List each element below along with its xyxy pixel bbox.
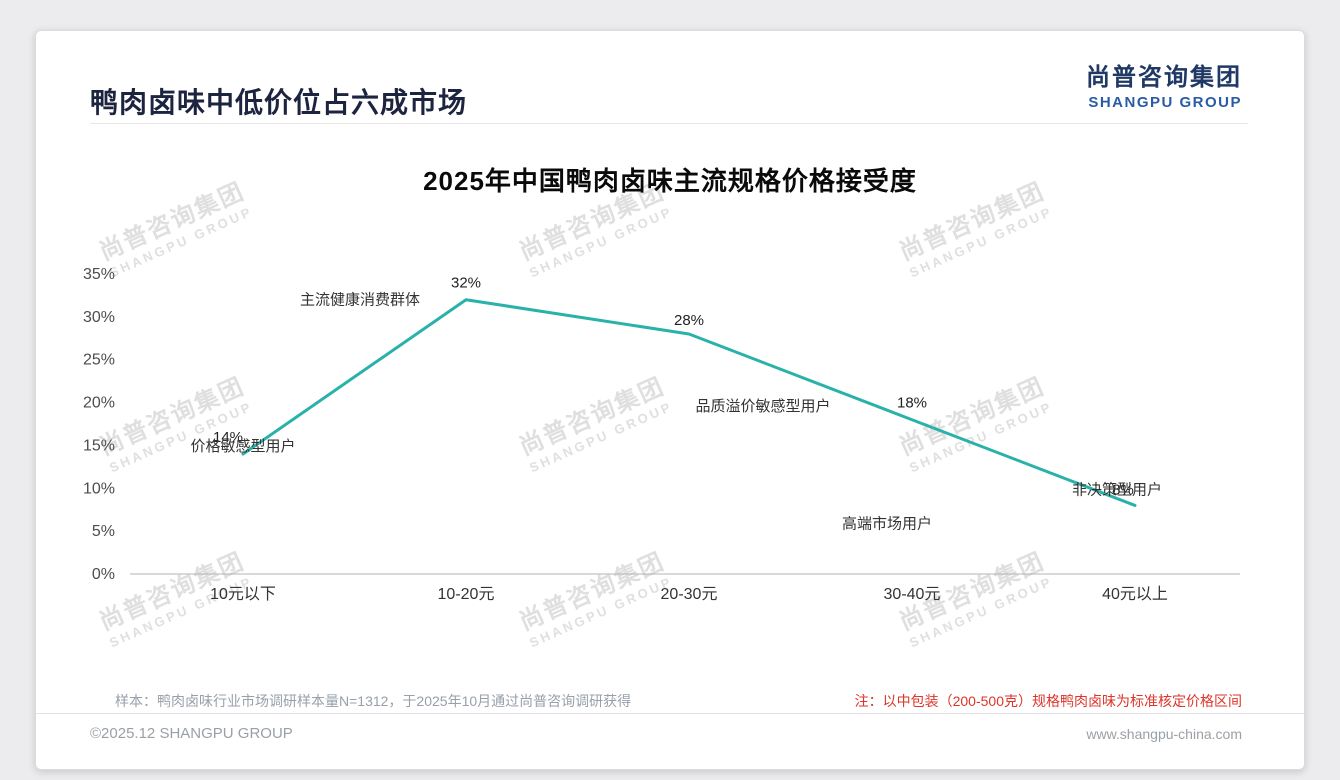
brand-logo-cn: 尚普咨询集团 [1086, 64, 1242, 91]
segment-annotation: 价格敏感型用户 [190, 438, 295, 455]
price-basis-note: 注：以中包装（200-500克）规格鸭肉卤味为标准核定价格区间 [854, 693, 1242, 709]
x-category-label: 20-30元 [661, 586, 718, 603]
y-tick-label: 20% [83, 395, 115, 412]
slide-card: 尚普咨询集团 SHANGPU GROUP 尚普咨询集团 SHANGPU GROUP 尚普… [35, 30, 1305, 770]
segment-annotation: 主流健康消费群体 [300, 292, 420, 309]
copyright-text: ©2025.12 SHANGPU GROUP [90, 725, 293, 742]
x-category-label: 30-40元 [884, 586, 941, 603]
brand-logo: 尚普咨询集团 SHANGPU GROUP [1086, 57, 1242, 111]
acceptance-line-series [241, 298, 1137, 507]
sample-note: 样本：鸭肉卤味行业市场调研样本量N=1312，于2025年10月通过尚普咨询调研… [115, 693, 632, 709]
x-category-label: 40元以上 [1102, 585, 1168, 603]
footer-divider [36, 713, 1304, 714]
data-value-label: 14% [213, 429, 243, 446]
header: 鸭肉卤味中低价位占六成市场 尚普咨询集团 SHANGPU GROUP [90, 57, 1242, 119]
footer: ©2025.12 SHANGPU GROUP www.shangpu-china… [90, 725, 1242, 742]
x-category-label: 10元以下 [210, 586, 276, 603]
y-tick-label: 0% [92, 566, 115, 583]
website-text: www.shangpu-china.com [1086, 725, 1242, 742]
header-divider [90, 123, 1248, 124]
x-category-label: 10-20元 [438, 586, 495, 603]
segment-annotation: 高端市场用户 [842, 516, 932, 533]
data-value-label: 8% [1112, 481, 1134, 498]
brand-logo-en: SHANGPU GROUP [1088, 94, 1242, 111]
slide-content: 鸭肉卤味中低价位占六成市场 尚普咨询集团 SHANGPU GROUP 2025年… [36, 31, 1304, 769]
y-tick-label: 30% [83, 309, 115, 326]
data-value-label: 18% [897, 395, 927, 412]
y-tick-label: 5% [92, 523, 115, 540]
y-tick-label: 15% [83, 437, 115, 454]
chart-title: 2025年中国鸭肉卤味主流规格价格接受度 [423, 166, 917, 196]
footnotes: 样本：鸭肉卤味行业市场调研样本量N=1312，于2025年10月通过尚普咨询调研… [90, 691, 1242, 711]
chart-canvas: 0% 5% 10% 15% 20% 25% 30% 35% 14% 32% 28% 18% 8% 价格敏感… [83, 266, 1240, 603]
segment-annotation: 非决策型用户 [1072, 481, 1162, 498]
data-value-label: 28% [674, 312, 704, 329]
page-title: 鸭肉卤味中低价位占六成市场 [90, 87, 468, 118]
y-tick-label: 35% [83, 266, 115, 283]
data-value-label: 32% [451, 275, 481, 292]
y-tick-label: 10% [83, 480, 115, 497]
segment-annotation: 品质溢价敏感型用户 [695, 398, 830, 415]
y-tick-label: 25% [83, 352, 115, 369]
price-acceptance-line-chart: 0% 5% 10% 15% 20% 25% 30% 35% 14% 32% 28% 18% 8% 价格敏感… [60, 209, 1260, 639]
